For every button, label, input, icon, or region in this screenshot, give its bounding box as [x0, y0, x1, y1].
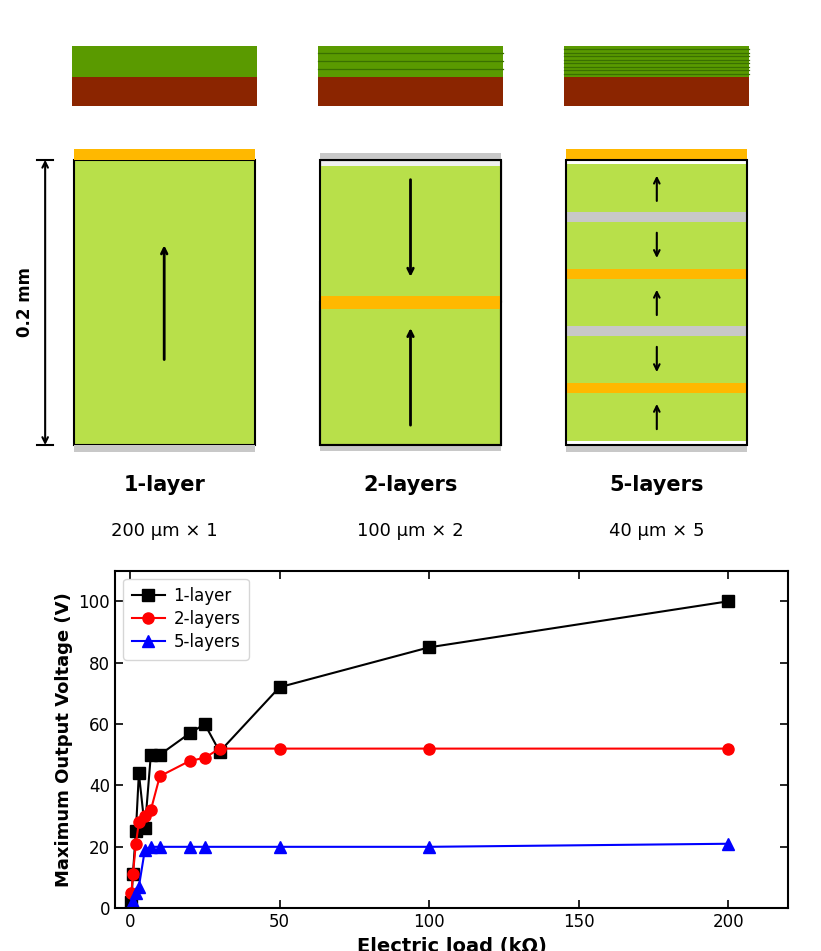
Legend: 1-layer, 2-layers, 5-layers: 1-layer, 2-layers, 5-layers [123, 579, 249, 660]
Bar [74, 149, 255, 160]
Bar [320, 160, 501, 445]
2-layers [134, 817, 144, 828]
Bar [320, 152, 501, 160]
2-layers [185, 755, 195, 767]
2-layers [140, 810, 149, 822]
Line: 5-layers: 5-layers [126, 838, 734, 911]
Bar [320, 296, 501, 309]
Text: 40 μm × 5: 40 μm × 5 [609, 522, 704, 539]
Bar [566, 326, 747, 336]
Bar [566, 160, 747, 445]
Bar [566, 269, 747, 279]
1-layer [215, 746, 225, 757]
1-layer [200, 718, 209, 729]
5-layers [274, 841, 284, 852]
2-layers [131, 838, 141, 849]
Bar [566, 336, 747, 383]
Bar [319, 77, 502, 106]
Text: 200 μm × 1: 200 μm × 1 [111, 522, 218, 539]
Bar [74, 160, 255, 445]
1-layer [131, 825, 141, 837]
Bar [566, 393, 747, 440]
Text: 5-layers: 5-layers [609, 475, 704, 495]
Bar [72, 46, 256, 77]
Bar [566, 165, 747, 212]
1-layer [185, 728, 195, 739]
1-layer [424, 642, 434, 653]
Bar [565, 46, 750, 77]
5-layers [128, 897, 138, 908]
Bar [320, 160, 501, 302]
5-layers [126, 900, 136, 911]
Line: 2-layers: 2-layers [126, 743, 734, 899]
Bar [320, 302, 501, 445]
2-layers [146, 805, 156, 816]
5-layers [155, 841, 165, 852]
Bar [566, 445, 747, 453]
Bar [566, 149, 747, 160]
Bar [72, 77, 256, 106]
1-layer [155, 749, 165, 761]
2-layers [723, 743, 733, 754]
2-layers [155, 770, 165, 782]
Line: 1-layer: 1-layer [126, 595, 734, 907]
Text: 0.2 mm: 0.2 mm [16, 267, 34, 338]
Bar [319, 46, 502, 77]
2-layers [215, 743, 225, 754]
5-layers [200, 841, 209, 852]
Bar [566, 383, 747, 393]
Text: 1-layer: 1-layer [123, 475, 205, 495]
Text: 100 μm × 2: 100 μm × 2 [357, 522, 464, 539]
2-layers [274, 743, 284, 754]
1-layer [134, 767, 144, 779]
Bar [566, 279, 747, 326]
1-layer [126, 897, 136, 908]
5-layers [134, 881, 144, 892]
5-layers [140, 844, 149, 856]
1-layer [146, 749, 156, 761]
5-layers [723, 838, 733, 849]
5-layers [146, 841, 156, 852]
2-layers [128, 869, 138, 881]
Bar [566, 222, 747, 269]
Text: 2-layers: 2-layers [364, 475, 457, 495]
Bar [565, 77, 750, 106]
1-layer [128, 869, 138, 881]
2-layers [424, 743, 434, 754]
2-layers [126, 887, 136, 899]
Bar [74, 445, 255, 453]
Y-axis label: Maximum Output Voltage (V): Maximum Output Voltage (V) [55, 592, 73, 886]
X-axis label: Electric load (kΩ): Electric load (kΩ) [356, 937, 547, 951]
1-layer [140, 823, 149, 834]
Bar [320, 165, 501, 297]
Bar [566, 212, 747, 222]
5-layers [424, 841, 434, 852]
2-layers [200, 752, 209, 764]
5-layers [131, 887, 141, 899]
1-layer [274, 682, 284, 693]
5-layers [185, 841, 195, 852]
1-layer [723, 595, 733, 607]
Bar [320, 445, 501, 451]
